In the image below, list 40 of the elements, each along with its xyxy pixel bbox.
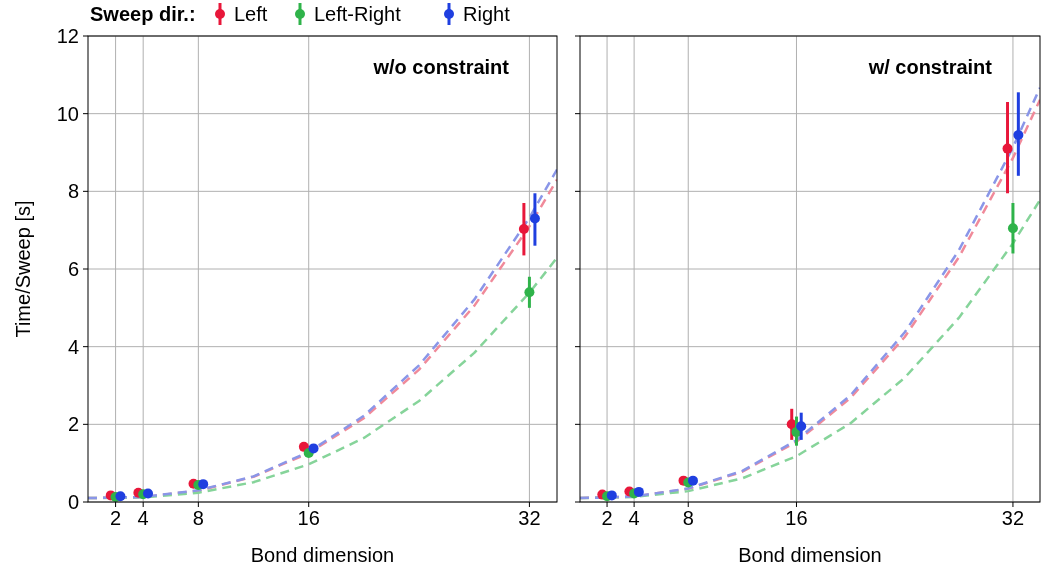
point <box>143 488 153 499</box>
y-tick-label: 6 <box>67 258 79 280</box>
y-axis-title: Time/Sweep [s] <box>12 200 34 338</box>
x-axis-title: Bond dimension <box>250 544 395 566</box>
point <box>198 479 209 490</box>
legend-label: Left <box>234 3 268 25</box>
y-tick-label: 10 <box>56 102 79 125</box>
y-tick-label: 2 <box>67 413 79 436</box>
y-tick-label: 0 <box>67 491 79 513</box>
point <box>529 213 540 224</box>
point <box>606 490 617 501</box>
x-tick-label: 16 <box>785 507 808 529</box>
x-tick-label: 4 <box>628 507 640 529</box>
x-tick-label: 2 <box>601 507 613 529</box>
point <box>524 287 535 298</box>
point <box>518 224 529 234</box>
y-tick-label: 4 <box>67 335 79 358</box>
x-tick-label: 4 <box>137 507 149 529</box>
x-tick-label: 16 <box>297 507 320 529</box>
point <box>796 421 807 432</box>
x-tick-label: 8 <box>192 507 204 529</box>
x-tick-label: 32 <box>1001 507 1025 529</box>
x-tick-label: 2 <box>110 507 122 529</box>
x-tick-label: 8 <box>682 507 694 529</box>
point <box>308 443 319 454</box>
point <box>1002 143 1013 154</box>
point <box>633 486 644 497</box>
y-tick-label: 8 <box>67 180 79 203</box>
point <box>1007 223 1018 234</box>
legend-label: Right <box>463 3 511 25</box>
annotation: w/o constraint <box>372 56 510 78</box>
point <box>1013 130 1024 141</box>
x-tick-label: 32 <box>518 507 541 529</box>
y-tick-label: 12 <box>56 25 79 47</box>
x-axis-title: Bond dimension <box>738 544 882 566</box>
point <box>115 491 126 502</box>
point <box>687 475 698 486</box>
legend-title: Sweep dir.: <box>90 3 196 25</box>
annotation: w/ constraint <box>867 56 993 78</box>
legend-label: Left-Right <box>314 3 402 25</box>
